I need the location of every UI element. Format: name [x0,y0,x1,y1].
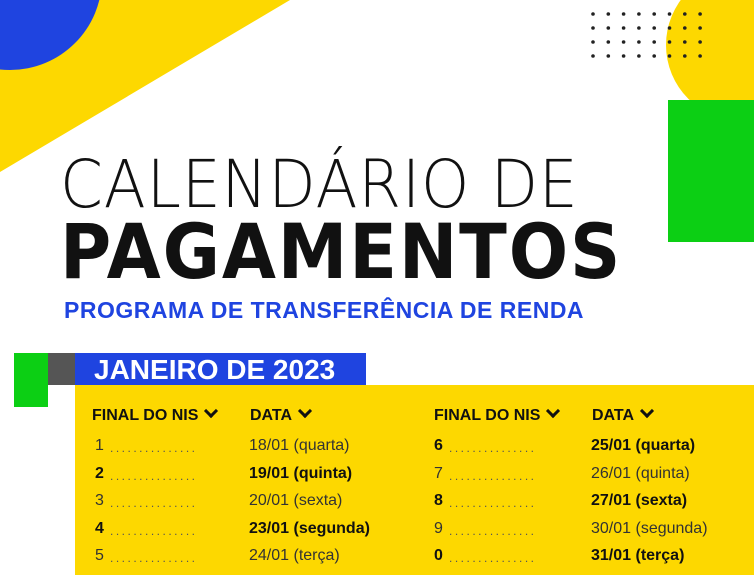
dot [606,12,611,16]
dot [652,40,656,44]
dot [683,26,687,30]
chevron-down-icon [546,403,561,419]
blue-circle [0,0,100,70]
payment-date: 27/01 (sexta) [591,492,688,509]
header-nis-label: FINAL DO NIS [92,407,199,424]
title-line-2: PAGAMENTOS [60,207,623,296]
dot [606,26,611,30]
header-data-label: DATA [250,407,293,424]
dot-leader: ............... [449,469,537,483]
subtitle: PROGRAMA DE TRANSFERÊNCIA DE RENDA [64,297,585,323]
dot-leader: ............... [110,496,198,510]
dot-leader: ............... [110,441,198,455]
payment-date: 23/01 (segunda) [249,520,370,537]
dot-leader: ............... [110,551,198,565]
schedule-panel [75,385,754,575]
dot [667,26,672,30]
dot-leader: ............... [110,469,198,483]
dot [698,12,702,16]
payment-date: 25/01 (quarta) [591,437,696,454]
left-header-nis: FINAL DO NIS [92,403,219,426]
dot [591,12,595,16]
header-data-label: DATA [592,407,635,424]
dot [652,54,656,58]
dot-leader: ............... [449,524,537,538]
dot [683,40,687,44]
nis-final-digit: 5 [95,547,104,564]
right-header-nis: FINAL DO NIS [434,403,561,426]
nis-final-digit: 1 [95,437,104,454]
dot-leader: ............... [449,496,537,510]
payment-date: 24/01 (terça) [249,547,340,564]
dot [652,12,656,16]
dot-leader: ............... [449,551,537,565]
dot [667,54,672,58]
header-nis-label: FINAL DO NIS [434,407,541,424]
dot [698,54,702,58]
dot [606,40,611,44]
dot [637,54,641,58]
nis-final-digit: 9 [434,520,443,537]
nis-final-digit: 6 [434,437,443,454]
dot-leader: ............... [110,524,198,538]
dot [637,26,641,30]
dot [621,26,626,30]
yellow-circle [666,0,754,121]
dot [621,12,626,16]
nis-final-digit: 2 [95,465,104,482]
green-accent-block [14,353,48,407]
chevron-down-icon [204,403,219,419]
month-label: JANEIRO DE 2023 [94,354,336,385]
nis-final-digit: 0 [434,547,443,564]
nis-final-digit: 7 [434,465,443,482]
dot [591,54,595,58]
right-header-data: DATA [592,403,655,426]
dot [637,40,641,44]
dot [637,12,641,16]
left-header-data: DATA [250,403,313,426]
nis-final-digit: 8 [434,492,443,509]
payment-date: 31/01 (terça) [591,547,685,564]
dot [667,12,672,16]
month-banner [75,353,366,385]
dot [667,40,672,44]
payment-date: 19/01 (quinta) [249,465,353,482]
payment-date: 30/01 (segunda) [591,520,708,537]
green-square [668,100,754,242]
title-line-1: CALENDÁRIO DE [60,146,579,223]
dot [591,26,595,30]
payment-date: 26/01 (quinta) [591,465,690,482]
dot-leader: ............... [449,441,537,455]
payment-date: 20/01 (sexta) [249,492,343,509]
nis-final-digit: 4 [95,520,104,537]
dot [652,26,656,30]
dot [606,54,611,58]
chevron-down-icon [639,403,655,419]
dot [591,40,595,44]
dot-grid [591,12,702,58]
dot [698,40,702,44]
gray-accent-block [48,353,75,385]
nis-final-digit: 3 [95,492,104,509]
dot [683,54,687,58]
payment-date: 18/01 (quarta) [249,437,350,454]
dot [683,12,687,16]
chevron-down-icon [297,403,313,419]
dot [698,26,702,30]
dot [621,54,626,58]
dot [621,40,626,44]
